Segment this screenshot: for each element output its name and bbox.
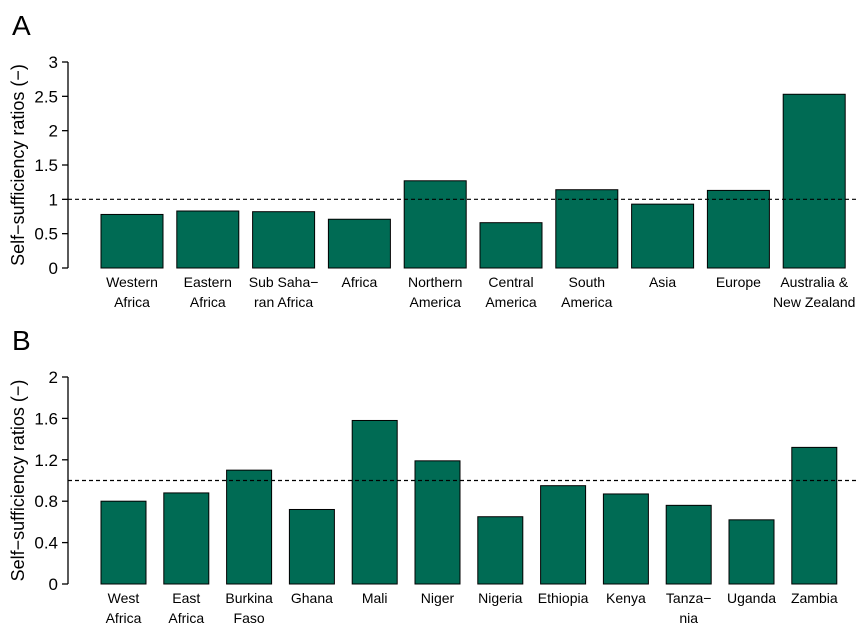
bar [252,211,316,269]
bar [288,508,335,585]
panel-label: A [12,10,31,41]
category-label: East Africa [168,590,204,626]
y-tick-label: 0 [49,575,58,594]
category-label: Northern America [408,274,462,310]
bar [176,210,240,269]
y-tick-label: 1.2 [34,451,58,470]
bar [555,189,619,269]
bar [163,492,210,585]
bar [327,218,391,269]
bar [782,93,846,269]
y-tick-label: 0 [49,259,58,278]
panel-b: B Self−sufficiency ratios (−) 0 0.4 0.8 1.2 1.… [8,325,858,626]
bar [540,485,587,585]
y-axis-label: Self−sufficiency ratios (−) [8,380,28,582]
y-tick-label: 0.8 [34,492,58,511]
category-label: Africa [342,274,378,290]
y-tick-label: 1.5 [34,156,58,175]
category-label: Europe [716,274,761,290]
y-tick-label: 1 [49,190,58,209]
category-label: Tanza− nia [666,590,712,626]
category-label: Asia [649,274,676,290]
bar [100,213,164,269]
category-label: Niger [421,590,455,606]
category-label: Burkina Faso [225,590,273,626]
bar [706,189,770,269]
bar [602,493,649,585]
bar [403,180,467,269]
category-label: Ethiopia [538,590,589,606]
category-label: Zambia [791,590,838,606]
y-tick-label: 0.5 [34,225,58,244]
category-label: Eastern Africa [184,274,232,310]
bar [728,519,775,585]
category-label: Central America [485,274,537,310]
bar [477,516,524,585]
category-label: Australia & New Zealand [773,274,856,310]
category-label: Nigeria [478,590,523,606]
y-tick-label: 3 [49,53,58,72]
bar [479,222,543,269]
bar [351,419,398,585]
category-label: Ghana [291,590,333,606]
bar [226,469,273,585]
category-label: South America [561,274,613,310]
y-tick-label: 2 [49,122,58,141]
bar [631,203,695,269]
y-axis-label: Self−sufficiency ratios (−) [8,64,28,266]
category-label: Sub Saha− ran Africa [249,274,319,310]
y-tick-label: 0.4 [34,534,58,553]
panel-label: B [12,325,31,356]
bar [791,446,838,585]
category-label: Mali [362,590,388,606]
y-tick-label: 2 [49,368,58,387]
category-label: Western Africa [106,274,158,310]
y-tick-label: 1.6 [34,409,58,428]
category-label: West Africa [106,590,142,626]
y-tick-label: 2.5 [34,87,58,106]
category-label: Uganda [727,590,776,606]
bar [414,460,461,585]
panel-a: A Self−sufficiency ratios (−) 0 0.5 1 1.5 2 2.5… [8,10,858,310]
category-label: Kenya [606,590,646,606]
bar [100,500,147,585]
bar [665,504,712,585]
